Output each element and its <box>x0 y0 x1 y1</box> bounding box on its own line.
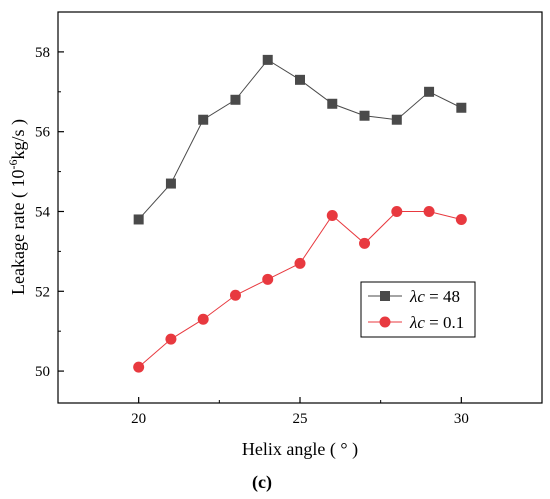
legend-label: λc = 0.1 <box>409 313 464 332</box>
x-tick-label: 25 <box>293 411 308 427</box>
data-point <box>391 114 402 125</box>
series-layer <box>133 54 467 373</box>
legend-label: λc = 48 <box>409 287 460 306</box>
plot-area <box>57 11 543 404</box>
y-axis: 50 52 54 56 58 <box>35 11 64 380</box>
data-point <box>294 257 306 269</box>
data-point <box>326 209 338 221</box>
data-point <box>423 205 435 217</box>
x-tick-label: 30 <box>454 411 469 427</box>
y-axis-title-prefix: Leakage rate ( 10 <box>8 170 29 295</box>
legend-marker <box>380 291 390 301</box>
data-point <box>165 178 176 189</box>
data-point <box>295 74 305 85</box>
data-point <box>455 213 467 225</box>
y-tick-label: 50 <box>35 364 50 380</box>
legend-marker <box>379 316 391 328</box>
data-point <box>230 94 241 105</box>
data-point <box>133 361 145 373</box>
x-axis: 20 25 30 <box>57 397 543 427</box>
y-tick-label: 56 <box>35 125 51 141</box>
data-point <box>198 114 209 125</box>
series-1 <box>133 54 467 225</box>
x-axis-title: Helix angle ( ° ) <box>242 439 358 460</box>
data-point <box>262 54 273 65</box>
series-2 <box>133 205 467 373</box>
data-point <box>165 333 177 345</box>
y-tick-label: 58 <box>35 45 50 61</box>
legend-item: λc = 48 <box>368 287 460 306</box>
legend-label-symbol: λc <box>409 313 425 332</box>
data-point <box>262 273 274 285</box>
y-tick-label: 54 <box>35 204 51 220</box>
data-point <box>456 102 467 113</box>
legend-label-value: = 0.1 <box>425 313 464 332</box>
x-tick-label: 20 <box>131 411 146 427</box>
data-point <box>424 86 435 97</box>
legend-item: λc = 0.1 <box>368 313 464 332</box>
panel-label: (c) <box>252 472 272 493</box>
y-axis-title: Leakage rate ( 10-6kg/s ) <box>6 119 29 295</box>
data-point <box>197 313 209 325</box>
data-point <box>327 98 338 109</box>
legend-label-symbol: λc <box>409 287 425 306</box>
data-point <box>391 205 403 217</box>
data-point <box>133 214 144 225</box>
y-tick-label: 52 <box>35 284 50 300</box>
data-point <box>359 110 370 121</box>
y-axis-title-suffix: kg/s ) <box>8 119 29 160</box>
legend-label-value: = 48 <box>425 287 460 306</box>
y-axis-title-exponent: -6 <box>6 160 20 170</box>
data-point <box>359 237 371 249</box>
data-point <box>229 289 241 301</box>
